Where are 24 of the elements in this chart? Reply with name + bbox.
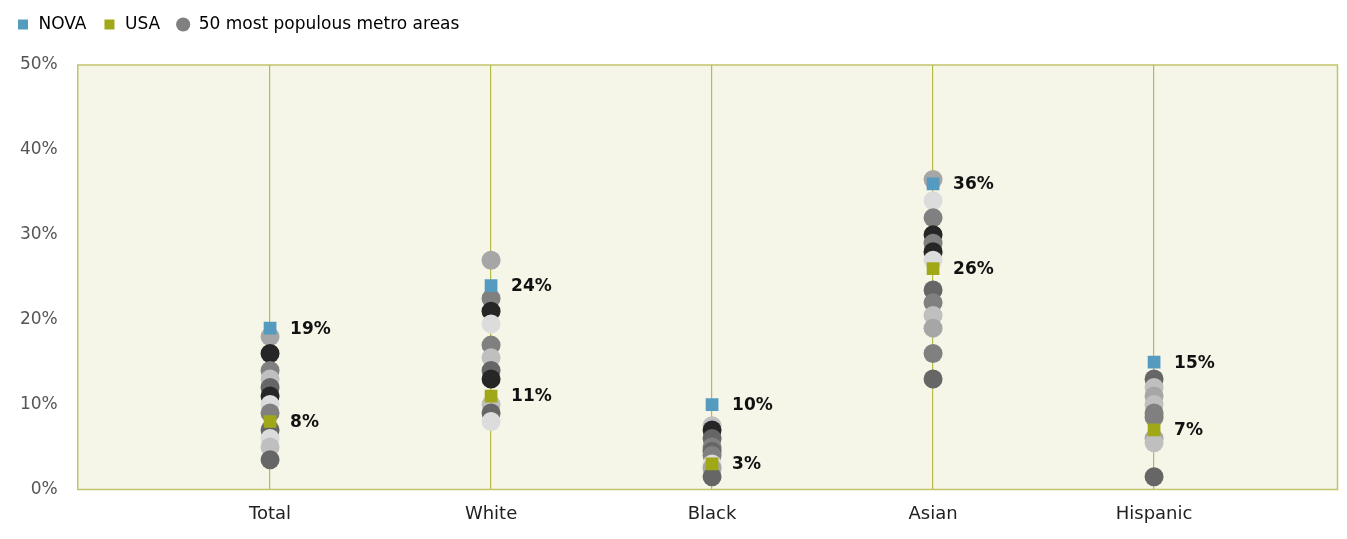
legend-label: 50 most populous metro areas xyxy=(198,12,460,33)
y-tick-label: 50% xyxy=(19,53,58,74)
data-label: 8% xyxy=(290,410,319,431)
data-label: 7% xyxy=(1174,419,1203,440)
y-tick-label: 0% xyxy=(30,477,58,498)
y-tick-label: 20% xyxy=(19,308,58,329)
x-tick-label: White xyxy=(464,501,518,523)
x-tick-label: Total xyxy=(248,501,292,523)
x-tick-label: Hispanic xyxy=(1115,501,1193,523)
x-tick-label: Black xyxy=(687,501,737,523)
data-label: 3% xyxy=(732,453,761,474)
data-label: 15% xyxy=(1174,351,1215,372)
data-label: 19% xyxy=(290,317,331,338)
data-label: 24% xyxy=(511,275,552,296)
y-tick-label: 10% xyxy=(19,392,58,413)
y-tick-label: 40% xyxy=(19,138,58,159)
legend-label: USA xyxy=(124,12,161,33)
x-tick-label: Asian xyxy=(908,501,958,523)
data-label: 26% xyxy=(953,258,994,279)
legend-label: NOVA xyxy=(38,12,87,33)
data-label: 11% xyxy=(511,385,552,406)
data-label: 10% xyxy=(732,393,773,414)
data-label: 36% xyxy=(953,173,994,194)
y-tick-label: 30% xyxy=(19,223,58,244)
